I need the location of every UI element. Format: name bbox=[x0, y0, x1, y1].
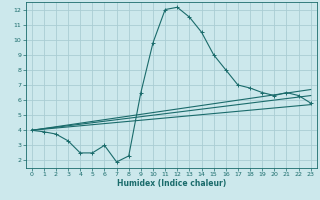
X-axis label: Humidex (Indice chaleur): Humidex (Indice chaleur) bbox=[116, 179, 226, 188]
